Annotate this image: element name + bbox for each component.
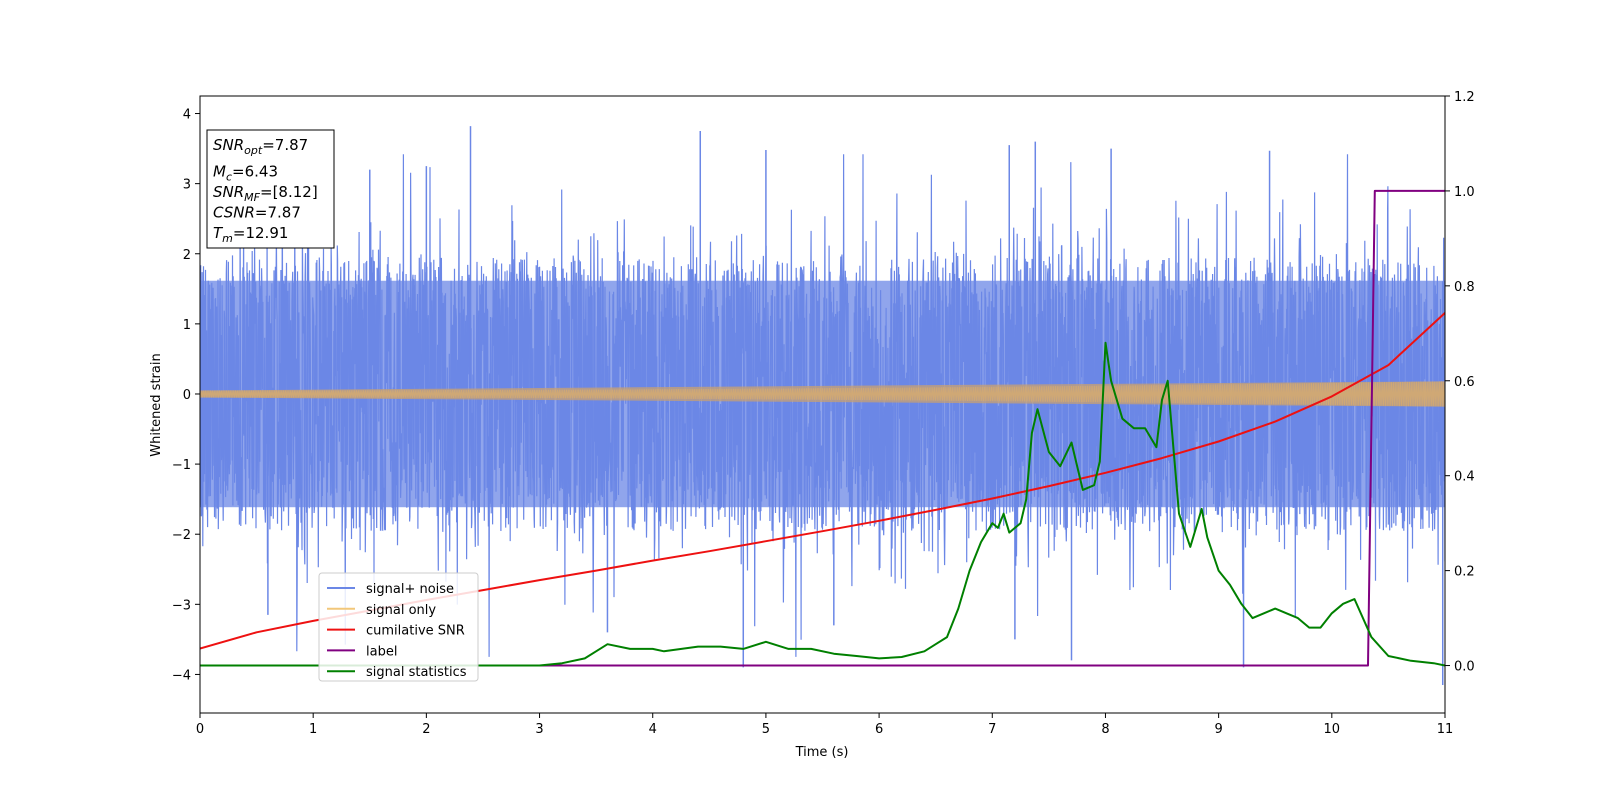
y-tick-label: −4: [172, 668, 191, 683]
info-line: Tm=12.91: [213, 224, 288, 245]
y-tick-label: 3: [183, 178, 191, 193]
y-axis-title: Whitened strain: [149, 353, 164, 456]
x-tick-label: 10: [1324, 722, 1341, 737]
legend-label: signal statistics: [366, 665, 467, 680]
y-tick-label: 1: [183, 318, 191, 333]
y-tick-label: 2: [183, 248, 191, 263]
x-axis-title: Time (s): [795, 745, 849, 760]
x-tick-label: 1: [309, 722, 317, 737]
x-tick-label: 7: [988, 722, 996, 737]
legend-label: cumilative SNR: [366, 624, 465, 639]
y2-tick-label: 0.6: [1454, 375, 1475, 390]
x-tick-label: 3: [535, 722, 543, 737]
y-axis-right: 1.2 1.0 0.8 0.6 0.4 0.2 0.0: [1445, 90, 1475, 675]
y-tick-label: −3: [172, 598, 191, 613]
plot-frame: [199, 95, 1446, 714]
info-line: SNRopt=7.87: [213, 136, 308, 157]
x-tick-label: 5: [762, 722, 770, 737]
x-tick-label: 2: [422, 722, 430, 737]
x-tick-label: 9: [1214, 722, 1222, 737]
y-tick-label: −1: [172, 458, 191, 473]
y-axis-left: 4 3 2 1 0 −1 −2 −3 −4: [172, 108, 200, 683]
y2-tick-label: 0.8: [1454, 280, 1475, 295]
x-tick-label: 0: [196, 722, 204, 737]
y-tick-label: 4: [183, 108, 191, 123]
y2-tick-label: 0.2: [1454, 565, 1475, 580]
x-tick-label: 4: [649, 722, 657, 737]
x-axis: 0 1 2 3 4 5 6 7 8 9 10 11: [196, 713, 1453, 737]
info-line: Mc=6.43: [213, 163, 278, 184]
info-line: CSNR=7.87: [213, 204, 301, 222]
x-tick-label: 11: [1437, 722, 1454, 737]
y2-tick-label: 0.4: [1454, 470, 1475, 485]
legend-frame: [318, 572, 479, 682]
x-tick-label: 6: [875, 722, 883, 737]
y-tick-label: −2: [172, 528, 191, 543]
y2-tick-label: 1.2: [1454, 90, 1475, 105]
legend: signal+ noise signal only cumilative SNR la…: [318, 572, 479, 682]
chirp-envelope: [200, 381, 1445, 407]
x-tick-label: 8: [1101, 722, 1109, 737]
legend-label: label: [366, 644, 397, 659]
series-line-signal-statistics: [200, 341, 1445, 667]
legend-label: signal+ noise: [366, 582, 454, 597]
info-box-frame: [206, 129, 335, 249]
y2-tick-label: 0.0: [1454, 660, 1475, 675]
y-tick-label: 0: [183, 388, 191, 403]
y2-tick-label: 1.0: [1454, 185, 1475, 200]
signal-only-series: [200, 381, 1445, 407]
legend-label: signal only: [366, 603, 436, 618]
series-line-label: [200, 189, 1445, 667]
info-line: SNRMF=[8.12]: [213, 183, 318, 204]
